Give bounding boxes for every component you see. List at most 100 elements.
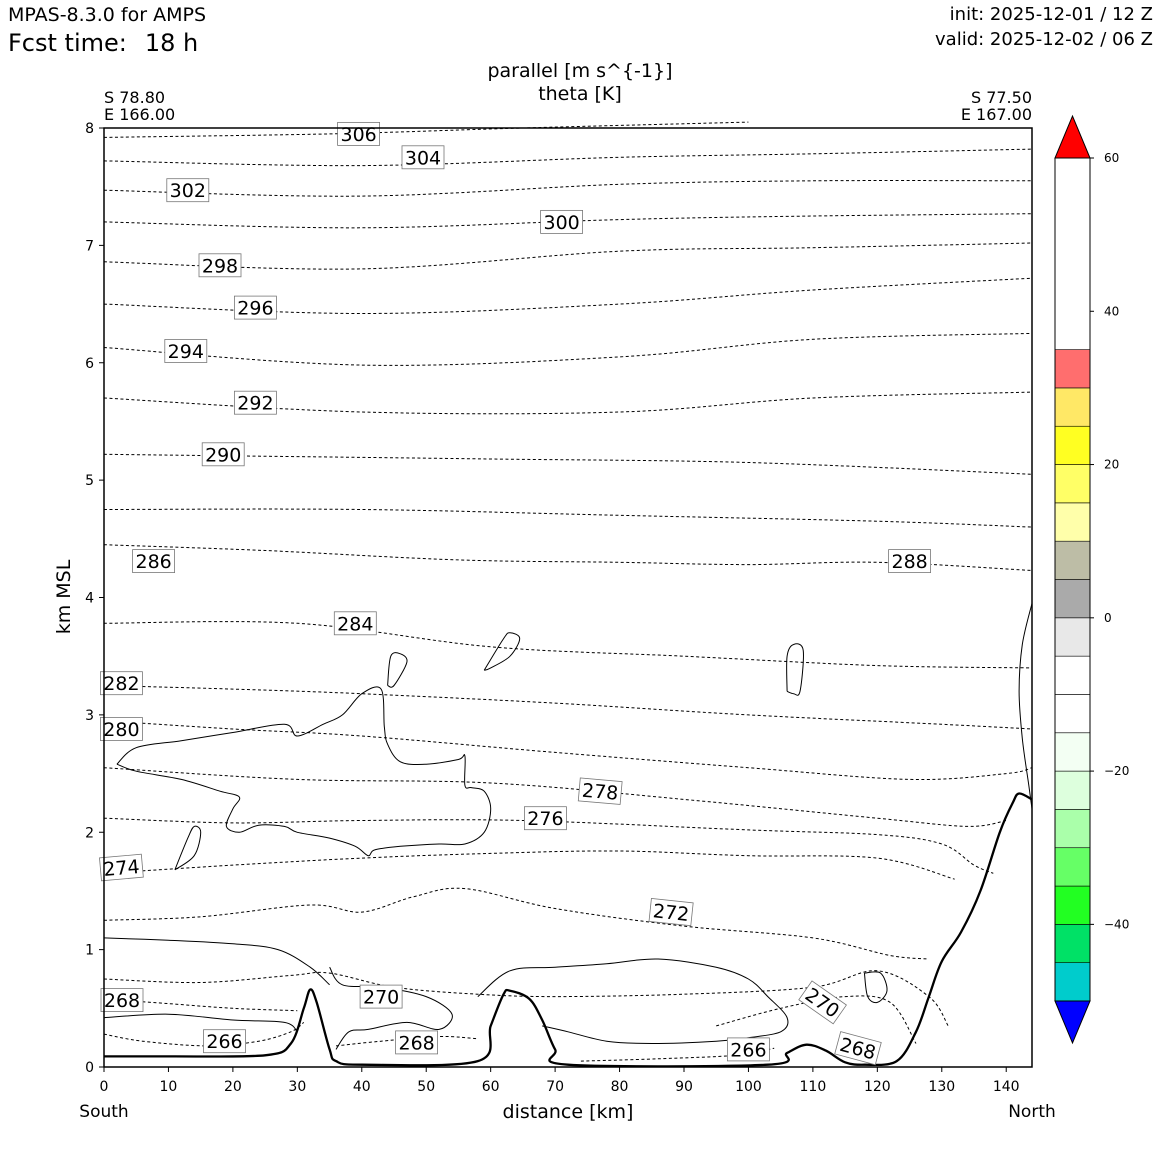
theta-label-text: 266	[206, 1031, 242, 1053]
theta-label-box	[100, 988, 144, 1012]
theta-label-text: 294	[168, 341, 204, 363]
theta-label: 268	[100, 988, 144, 1012]
valid-time: valid: 2025-12-02 / 06 Z	[935, 29, 1153, 50]
theta-label-text: 290	[205, 444, 241, 466]
colorbar-tick-label: −20	[1104, 764, 1129, 778]
colorbar-band	[1054, 425, 1091, 465]
colorbar-band	[1054, 809, 1091, 849]
theta-label-box	[132, 549, 176, 573]
theta-contour-298	[103, 242, 1033, 270]
colorbar-band	[1054, 579, 1091, 619]
x-tick-label: 90	[675, 1079, 693, 1095]
wind-zero-contour	[477, 958, 789, 1045]
colorbar-band	[1054, 617, 1091, 657]
theta-label-text: 268	[398, 1032, 434, 1054]
theta-contour-278	[103, 767, 1007, 827]
x-tick-label: 0	[100, 1079, 109, 1095]
theta-contour-292	[103, 391, 1033, 415]
theta-label-box	[99, 853, 144, 882]
theta-contour-302	[103, 180, 1033, 197]
terrain-line	[103, 792, 1033, 1068]
theta-label-text: 284	[337, 613, 373, 635]
colorbar-band	[1054, 655, 1091, 695]
right-endpoint-coords: S 77.50 E 167.00	[961, 89, 1032, 123]
theta-label-box	[577, 777, 623, 805]
theta-label: 296	[233, 295, 277, 320]
theta-label: 306	[337, 121, 381, 146]
theta-label-box	[648, 898, 694, 927]
x-tick-label: 70	[546, 1079, 564, 1095]
x-tick-label: 10	[160, 1079, 178, 1095]
wind-zero-contour	[483, 632, 521, 671]
theta-label: 300	[540, 209, 583, 234]
theta-label: 304	[401, 145, 445, 170]
right-endpoint-lat: S 77.50	[970, 88, 1032, 107]
colorbar: 60 40 20 0 −20 −40	[1054, 114, 1129, 1045]
theta-contour-labels: 306 304 302 300 298 296 294 292 290 286 288 284 282 2…	[99, 121, 931, 1066]
x-tick-label: 110	[800, 1079, 827, 1095]
theta-label: 284	[333, 611, 377, 635]
x-tick-label: 40	[353, 1079, 371, 1095]
y-tick-label: 3	[85, 708, 94, 724]
theta-label: 290	[201, 442, 245, 466]
y-axis-label: km MSL	[53, 559, 75, 634]
wind-zero-contour	[103, 937, 330, 986]
theta-label-box	[888, 549, 931, 573]
colorbar-band	[1054, 732, 1091, 772]
theta-label-box	[233, 390, 277, 415]
theta-label-text: 304	[405, 147, 441, 169]
theta-label-text: 272	[652, 900, 690, 926]
y-axis-ticks: 0 1 2 3 4 5 6 7 8	[85, 121, 104, 1076]
colorbar-band	[1054, 924, 1091, 963]
theta-label-text: 270	[363, 987, 399, 1009]
theta-label-box	[401, 145, 445, 170]
theta-label-box	[540, 209, 583, 234]
y-tick-label: 1	[85, 943, 94, 959]
theta-contour-274	[103, 850, 955, 880]
wind-zero-contour	[174, 825, 202, 871]
x-tick-label: 20	[224, 1079, 242, 1095]
colorbar-tick-label: 20	[1104, 458, 1119, 472]
theta-label: 282	[100, 671, 143, 696]
theta-label-text: 278	[581, 780, 619, 805]
colorbar-band	[1054, 770, 1091, 810]
theta-label-box	[198, 253, 242, 278]
theta-label: 266	[727, 1037, 770, 1062]
theta-label-box	[164, 339, 208, 363]
theta-label-text: 268	[104, 990, 140, 1012]
theta-label: 294	[164, 339, 208, 363]
theta-contour-294	[103, 332, 1033, 366]
colorbar-band	[1054, 502, 1091, 542]
theta-label-text: 306	[340, 124, 376, 146]
theta-label: 298	[198, 253, 242, 278]
theta-contour-306	[103, 121, 749, 138]
theta-label: 278	[577, 777, 623, 805]
y-tick-label: 8	[85, 121, 94, 137]
theta-label-box	[100, 671, 143, 696]
theta-contour-268	[716, 995, 917, 1044]
colorbar-tick-label: 40	[1104, 304, 1119, 318]
x-tick-label: 50	[417, 1079, 435, 1095]
theta-label-box	[727, 1037, 770, 1062]
x-axis-label: distance [km]	[503, 1101, 634, 1123]
theta-contour-284	[103, 621, 1033, 669]
theta-label: 302	[166, 178, 210, 202]
theta-contour-276	[103, 817, 994, 874]
colorbar-max-extension	[1054, 114, 1091, 159]
theta-label: 286	[132, 549, 176, 573]
y-tick-label: 4	[85, 591, 94, 607]
theta-contour-286	[103, 544, 1033, 571]
forecast-time-label: Fcst time:	[8, 29, 127, 57]
y-tick-label: 7	[85, 238, 94, 254]
colorbar-band	[1054, 962, 1091, 1002]
theta-label-box	[395, 1030, 439, 1055]
y-tick-label: 0	[85, 1060, 94, 1076]
x-tick-label: 30	[288, 1079, 306, 1095]
theta-label-box	[233, 295, 277, 320]
x-tick-label: 80	[611, 1079, 629, 1095]
theta-contour-268	[335, 1035, 478, 1047]
theta-label-text: 302	[170, 180, 206, 202]
theta-label-box	[524, 806, 567, 831]
theta-label: 292	[233, 390, 277, 415]
forecast-time: Fcst time: 18 h	[8, 29, 198, 57]
